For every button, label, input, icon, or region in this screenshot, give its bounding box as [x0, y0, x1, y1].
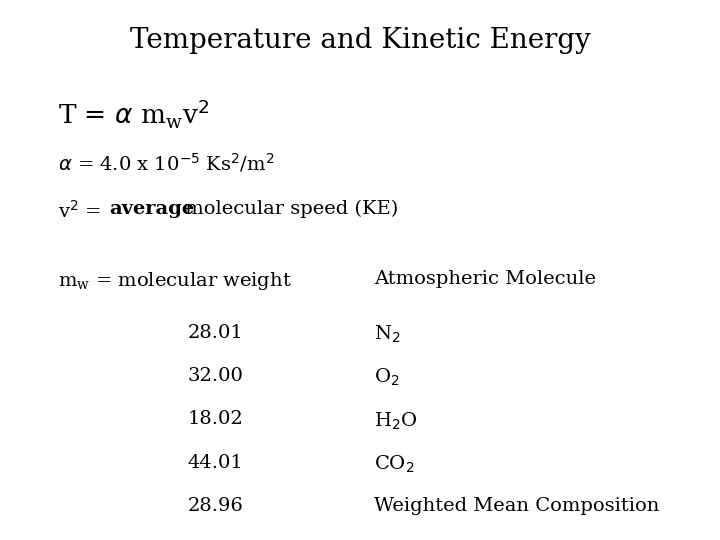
Text: CO$_2$: CO$_2$: [374, 454, 415, 475]
Text: molecular speed (KE): molecular speed (KE): [179, 200, 399, 218]
Text: $\alpha$ = 4.0 x 10$^{-5}$ Ks$^2$/m$^2$: $\alpha$ = 4.0 x 10$^{-5}$ Ks$^2$/m$^2$: [58, 151, 274, 174]
Text: 18.02: 18.02: [187, 410, 243, 428]
Text: Weighted Mean Composition: Weighted Mean Composition: [374, 497, 660, 515]
Text: 28.01: 28.01: [187, 324, 243, 342]
Text: average: average: [109, 200, 194, 218]
Text: Atmospheric Molecule: Atmospheric Molecule: [374, 270, 596, 288]
Text: H$_2$O: H$_2$O: [374, 410, 418, 431]
Text: N$_2$: N$_2$: [374, 324, 401, 345]
Text: 44.01: 44.01: [187, 454, 243, 471]
Text: v$^2$ =: v$^2$ =: [58, 200, 103, 222]
Text: 32.00: 32.00: [187, 367, 243, 385]
Text: Temperature and Kinetic Energy: Temperature and Kinetic Energy: [130, 27, 590, 54]
Text: T = $\alpha$ m$_{\mathregular{w}}$v$^2$: T = $\alpha$ m$_{\mathregular{w}}$v$^2$: [58, 97, 209, 130]
Text: m$_{\mathregular{w}}$ = molecular weight: m$_{\mathregular{w}}$ = molecular weight: [58, 270, 292, 292]
Text: O$_2$: O$_2$: [374, 367, 400, 388]
Text: 28.96: 28.96: [187, 497, 243, 515]
